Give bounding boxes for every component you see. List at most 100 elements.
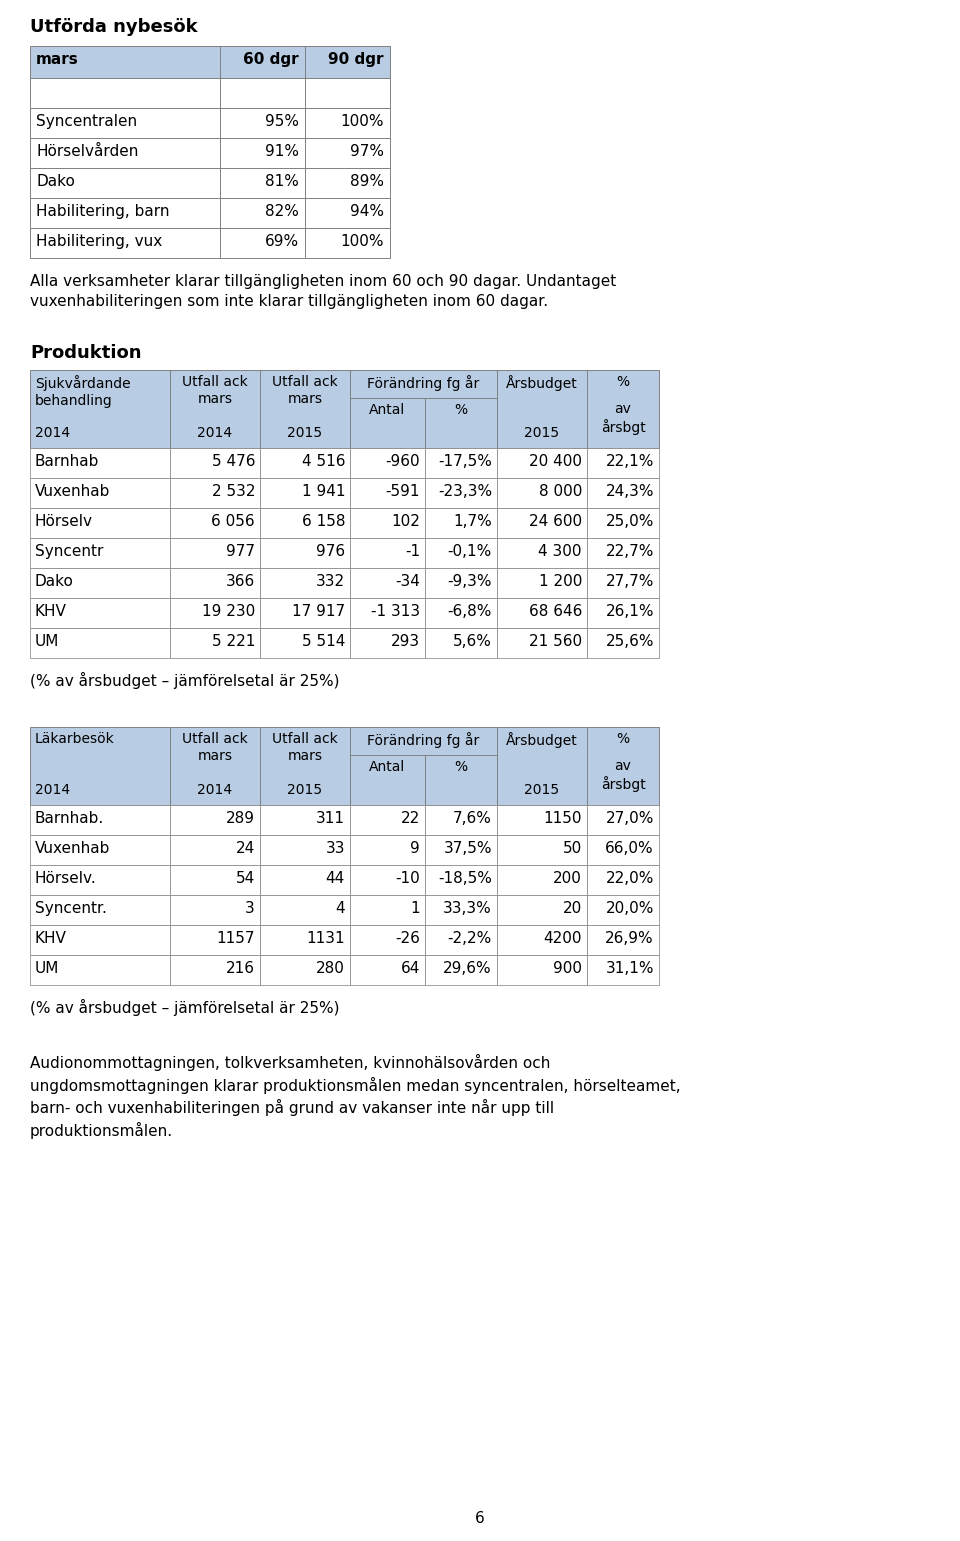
Text: %: % (454, 404, 468, 418)
Text: Sjukvårdande
behandling: Sjukvårdande behandling (35, 374, 131, 408)
Bar (587, 509, 659, 538)
Bar (170, 509, 260, 538)
Bar (350, 509, 425, 538)
Bar (30, 509, 170, 538)
Bar (587, 370, 659, 448)
Text: 1 200: 1 200 (539, 573, 582, 589)
Bar (220, 46, 305, 79)
Text: Dako: Dako (35, 573, 74, 589)
Bar (260, 804, 350, 835)
Bar (30, 108, 220, 139)
Bar (587, 925, 659, 955)
Text: UM: UM (35, 633, 60, 649)
Text: 21 560: 21 560 (529, 633, 582, 649)
Text: (% av årsbudget – jämförelsetal är 25%): (% av årsbudget – jämförelsetal är 25%) (30, 672, 340, 689)
Bar (305, 46, 390, 79)
Bar (30, 46, 220, 79)
Bar (30, 139, 220, 168)
Text: -23,3%: -23,3% (438, 484, 492, 499)
Bar (350, 835, 425, 865)
Text: 2015: 2015 (287, 425, 323, 441)
Text: -9,3%: -9,3% (447, 573, 492, 589)
Text: Habilitering, vux: Habilitering, vux (36, 234, 162, 250)
Text: 54: 54 (236, 871, 255, 886)
Bar (587, 478, 659, 509)
Text: Utfall ack
mars: Utfall ack mars (272, 374, 338, 407)
Text: UM: UM (35, 962, 60, 975)
Bar (220, 108, 305, 139)
Text: Dako: Dako (36, 174, 75, 190)
Text: 100%: 100% (341, 234, 384, 250)
Text: 25,0%: 25,0% (606, 515, 654, 529)
Bar (170, 804, 260, 835)
Bar (425, 509, 497, 538)
Text: 26,9%: 26,9% (606, 931, 654, 946)
Text: 977: 977 (226, 544, 255, 559)
Bar (170, 538, 260, 569)
Bar (220, 197, 305, 228)
Text: Alla verksamheter klarar tillgängligheten inom 60 och 90 dagar. Undantaget
vuxen: Alla verksamheter klarar tillgänglighete… (30, 274, 616, 308)
Text: -1: -1 (405, 544, 420, 559)
Bar (30, 804, 170, 835)
Bar (305, 197, 390, 228)
Bar (425, 598, 497, 629)
Text: -6,8%: -6,8% (447, 604, 492, 619)
Text: 4: 4 (335, 901, 345, 915)
Text: 216: 216 (226, 962, 255, 975)
Bar (350, 804, 425, 835)
Text: 6 056: 6 056 (211, 515, 255, 529)
Text: 97%: 97% (350, 143, 384, 159)
Bar (220, 79, 305, 108)
Text: -26: -26 (396, 931, 420, 946)
Bar (170, 569, 260, 598)
Bar (497, 727, 587, 804)
Text: -2,2%: -2,2% (447, 931, 492, 946)
Text: Hörselvården: Hörselvården (36, 143, 138, 159)
Text: Syncentr: Syncentr (35, 544, 104, 559)
Text: 27,7%: 27,7% (606, 573, 654, 589)
Text: %: % (616, 732, 630, 746)
Bar (497, 509, 587, 538)
Text: 5 514: 5 514 (301, 633, 345, 649)
Text: Hörselv: Hörselv (35, 515, 93, 529)
Bar (220, 139, 305, 168)
Text: 311: 311 (316, 811, 345, 826)
Bar (587, 865, 659, 895)
Bar (30, 835, 170, 865)
Text: 200: 200 (553, 871, 582, 886)
Text: 900: 900 (553, 962, 582, 975)
Bar (260, 598, 350, 629)
Text: 1157: 1157 (217, 931, 255, 946)
Text: Förändring fg år: Förändring fg år (367, 374, 479, 391)
Text: Syncentr.: Syncentr. (35, 901, 107, 915)
Bar (587, 629, 659, 658)
Bar (170, 478, 260, 509)
Bar (350, 895, 425, 925)
Text: 22,0%: 22,0% (606, 871, 654, 886)
Text: 4 516: 4 516 (301, 455, 345, 468)
Bar (220, 228, 305, 257)
Text: Hörselv.: Hörselv. (35, 871, 97, 886)
Bar (587, 895, 659, 925)
Text: -17,5%: -17,5% (438, 455, 492, 468)
Bar (30, 569, 170, 598)
Text: 22: 22 (400, 811, 420, 826)
Bar (587, 598, 659, 629)
Text: 68 646: 68 646 (529, 604, 582, 619)
Text: -0,1%: -0,1% (447, 544, 492, 559)
Bar (350, 448, 425, 478)
Text: -591: -591 (386, 484, 420, 499)
Bar (425, 538, 497, 569)
Bar (497, 804, 587, 835)
Bar (260, 895, 350, 925)
Text: (% av årsbudget – jämförelsetal är 25%): (% av årsbudget – jämförelsetal är 25%) (30, 999, 340, 1016)
Bar (497, 629, 587, 658)
Text: 29,6%: 29,6% (444, 962, 492, 975)
Bar (425, 478, 497, 509)
Text: Barnhab.: Barnhab. (35, 811, 105, 826)
Text: 81%: 81% (265, 174, 299, 190)
Text: 82%: 82% (265, 203, 299, 219)
Text: Habilitering, barn: Habilitering, barn (36, 203, 170, 219)
Bar (170, 448, 260, 478)
Text: 31,1%: 31,1% (606, 962, 654, 975)
